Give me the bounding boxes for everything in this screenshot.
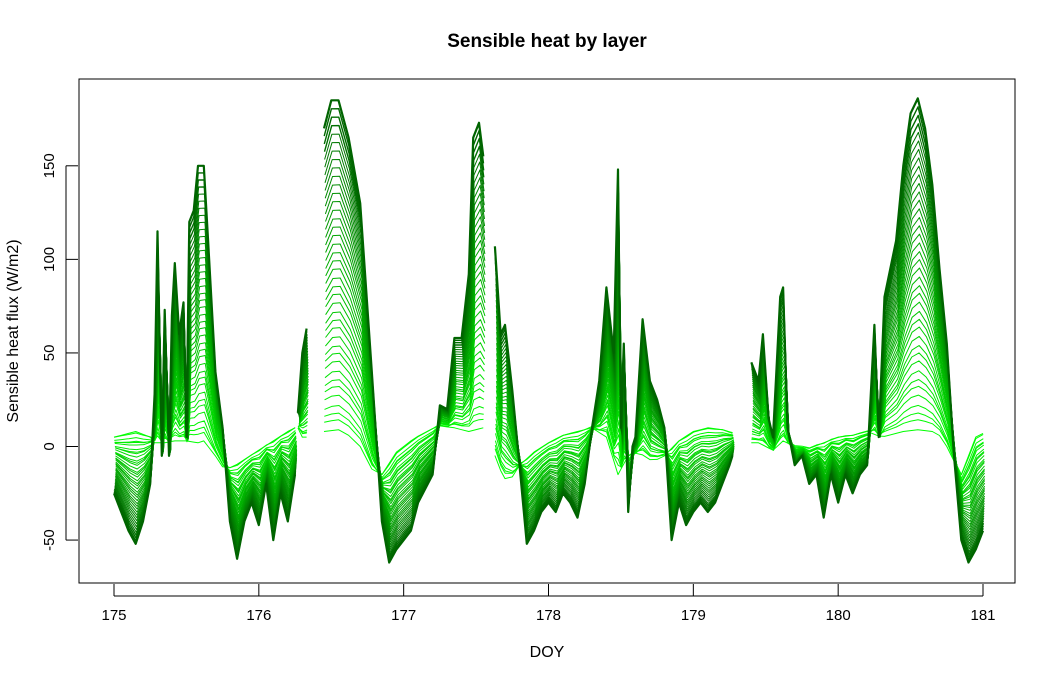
layer-line-40 (112, 97, 985, 564)
plot-frame (78, 78, 1016, 584)
x-tick-label: 177 (391, 607, 416, 624)
axes: 175 176 177 178 179 180 181 -50 0 50 100 150 (41, 153, 996, 624)
x-tick-label: 179 (681, 607, 706, 624)
y-tick-label: -50 (41, 529, 58, 551)
x-tick-label: 178 (536, 607, 561, 624)
x-tick-label: 176 (246, 607, 271, 624)
y-tick-label: 50 (41, 345, 58, 362)
x-axis-label: DOY (530, 644, 565, 661)
layer-line-1 (113, 425, 984, 480)
x-tick-label: 181 (970, 607, 995, 624)
y-tick-label: 150 (41, 153, 58, 178)
series-lines (112, 97, 986, 564)
layer-line-3 (114, 412, 984, 479)
x-tick-label: 180 (826, 607, 851, 624)
y-tick-label: 100 (41, 247, 58, 272)
x-tick-label: 175 (101, 607, 126, 624)
y-tick-label: 0 (41, 442, 58, 450)
y-axis-label: Sensible heat flux (W/m2) (5, 239, 22, 422)
chart-title: Sensible heat by layer (447, 31, 647, 52)
